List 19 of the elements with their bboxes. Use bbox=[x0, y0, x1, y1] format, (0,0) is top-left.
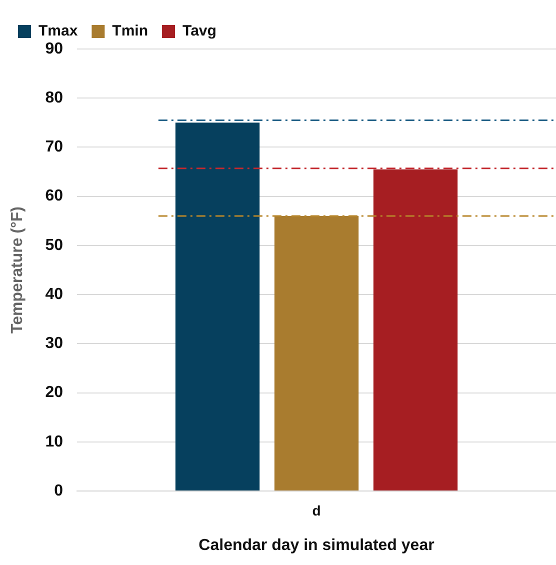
x-tick-label: d bbox=[312, 502, 321, 518]
y-tick-label: 60 bbox=[45, 188, 64, 205]
legend-label: Tmin bbox=[112, 22, 148, 40]
y-tick-label: 0 bbox=[54, 482, 64, 500]
bar bbox=[274, 216, 359, 490]
y-tick-label: 20 bbox=[45, 384, 64, 402]
bar bbox=[175, 122, 260, 490]
y-tick-label: 50 bbox=[45, 236, 64, 254]
legend-label: Tmax bbox=[38, 22, 78, 40]
y-tick-label: 10 bbox=[45, 433, 64, 450]
y-tick-label: 30 bbox=[45, 335, 64, 352]
y-axis-title: Temperature (°F) bbox=[9, 206, 26, 334]
y-tick-label: 70 bbox=[45, 138, 64, 156]
y-tick-label: 80 bbox=[45, 90, 64, 107]
x-axis-title: Calendar day in simulated year bbox=[198, 536, 434, 554]
bar bbox=[373, 169, 458, 490]
y-tick-label: 40 bbox=[45, 286, 64, 303]
legend-label: Tavg bbox=[182, 22, 216, 40]
y-tick-label: 90 bbox=[45, 40, 64, 58]
